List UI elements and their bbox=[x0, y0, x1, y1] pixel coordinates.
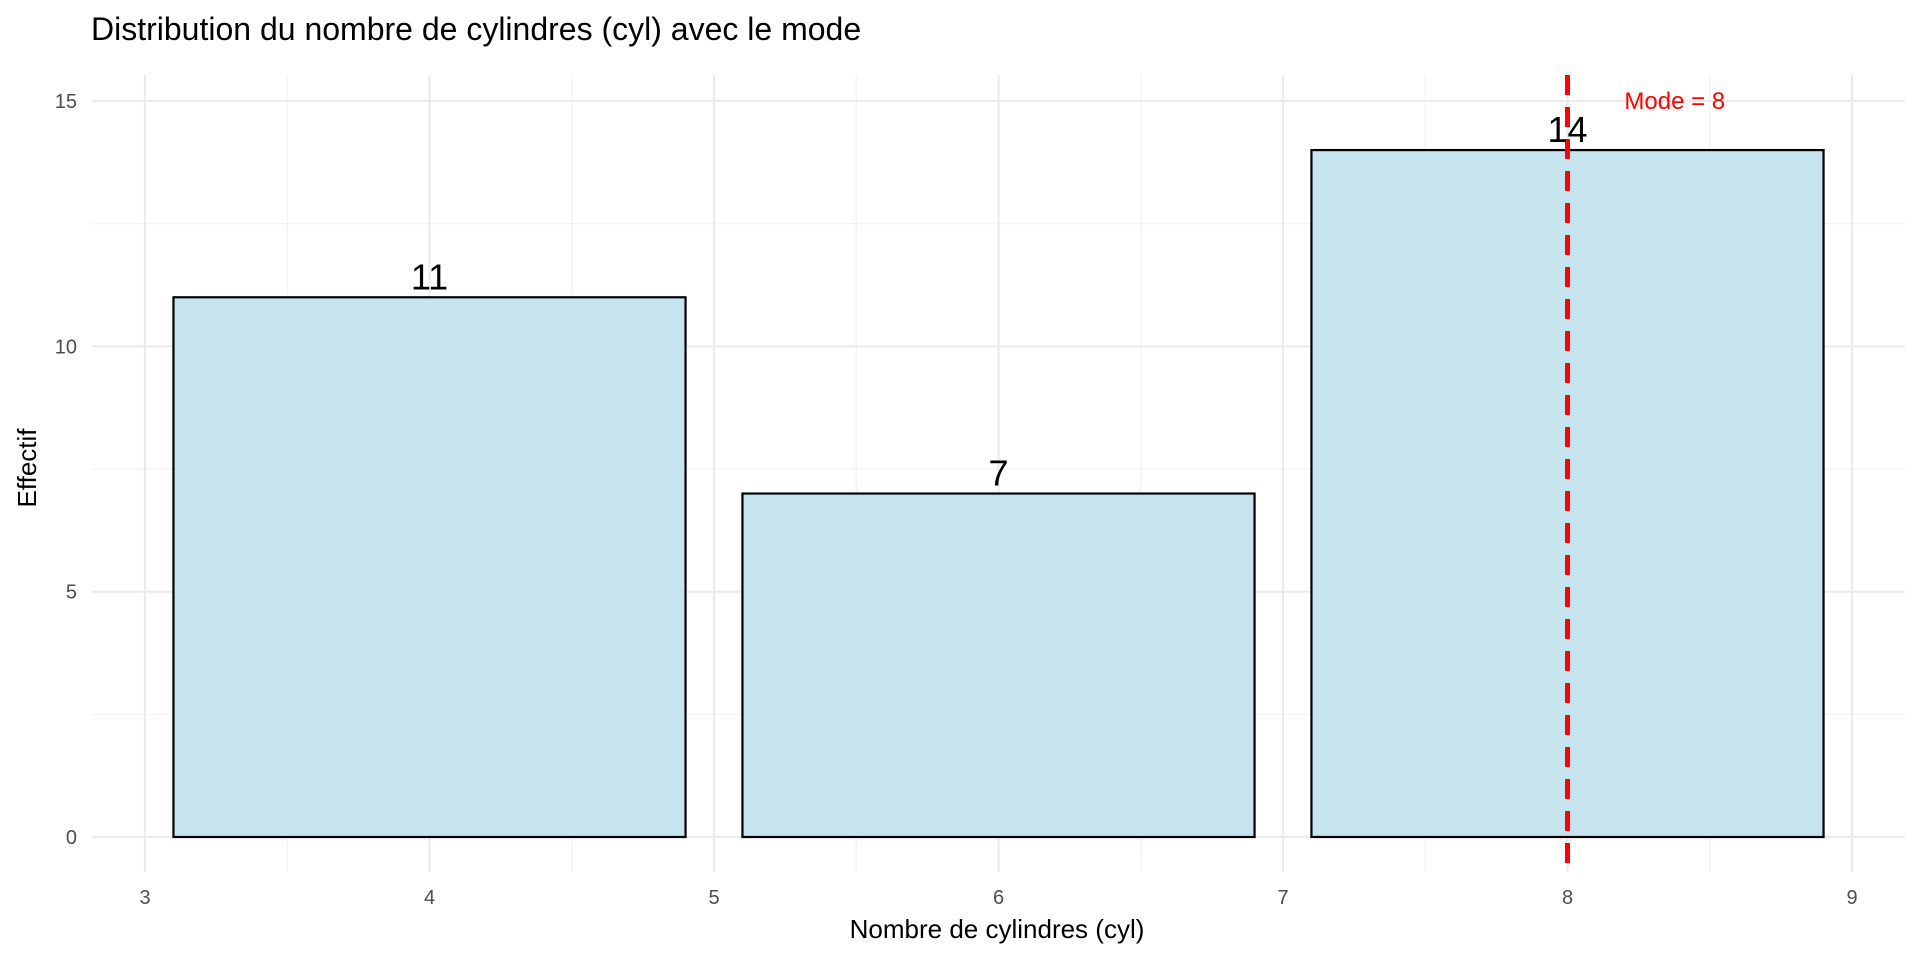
y-axis-title: Effectif bbox=[12, 428, 42, 508]
x-axis-title: Nombre de cylindres (cyl) bbox=[850, 914, 1145, 944]
x-tick-label: 9 bbox=[1846, 887, 1857, 909]
y-tick-labels: 0 5 10 15 bbox=[55, 91, 77, 849]
y-tick-label: 0 bbox=[66, 827, 77, 849]
x-tick-label: 3 bbox=[139, 887, 150, 909]
x-tick-label: 5 bbox=[708, 887, 719, 909]
y-tick-label: 5 bbox=[66, 582, 77, 604]
chart-title: Distribution du nombre de cylindres (cyl… bbox=[91, 11, 861, 47]
bar-label-cyl-4: 11 bbox=[411, 256, 448, 297]
x-tick-label: 4 bbox=[424, 887, 435, 909]
bar-label-cyl-6: 7 bbox=[988, 453, 1008, 494]
bar-labels: 11 7 14 bbox=[411, 109, 1588, 493]
y-tick-label: 15 bbox=[55, 91, 77, 113]
x-tick-label: 7 bbox=[1277, 887, 1288, 909]
y-tick-label: 10 bbox=[55, 336, 77, 358]
mode-annotation: Mode = 8 bbox=[1624, 88, 1725, 115]
bar-cyl-6 bbox=[741, 492, 1256, 839]
x-tick-label: 6 bbox=[993, 887, 1004, 909]
bar-cyl-4 bbox=[172, 296, 687, 839]
bar-label-cyl-8: 14 bbox=[1547, 109, 1587, 150]
x-tick-labels: 3 4 5 6 7 8 9 bbox=[139, 887, 1857, 909]
x-tick-label: 8 bbox=[1562, 887, 1573, 909]
